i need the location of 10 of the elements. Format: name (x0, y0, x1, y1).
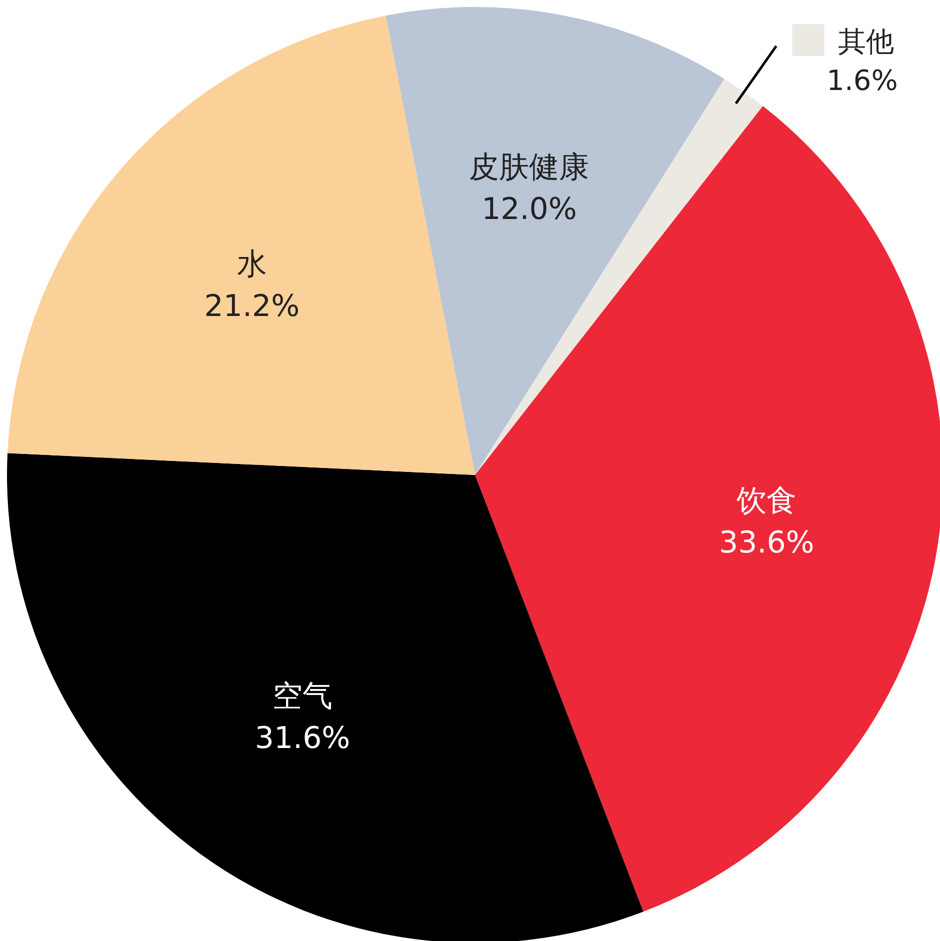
data-label: 31.6% (254, 721, 350, 756)
data-label: 1.6% (826, 64, 898, 98)
data-label: 21.2% (204, 289, 300, 324)
data-label: 12.0% (482, 192, 577, 228)
slice-label: 空气 (272, 679, 333, 714)
legend-label: 其他 (838, 25, 894, 58)
data-label: 33.6% (718, 525, 814, 560)
slice-label: 饮食 (736, 483, 797, 518)
slice-label: 水 (236, 247, 267, 282)
slice-label: 皮肤健康 (469, 150, 590, 186)
